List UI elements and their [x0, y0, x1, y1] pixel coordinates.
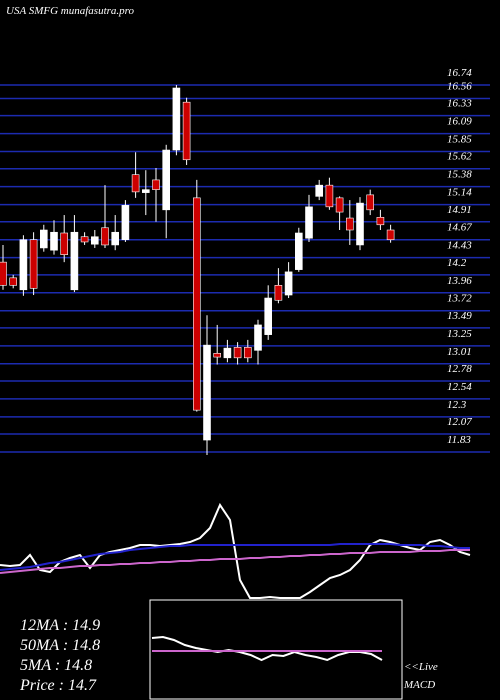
macd-label: <<Live [404, 661, 438, 673]
y-tick-label: 14.43 [447, 240, 472, 252]
candle-body [315, 184, 324, 197]
candle-body [9, 277, 17, 286]
candle-body [172, 87, 181, 151]
candle-body [264, 297, 273, 335]
indicator-line [0, 502, 471, 599]
candle-body [366, 194, 375, 211]
candle-body [305, 206, 313, 239]
y-tick-label: 16.09 [447, 116, 472, 128]
y-tick-label: 13.96 [447, 275, 472, 287]
candle-body [294, 232, 303, 270]
candle-body [80, 236, 89, 243]
candle-body [203, 344, 211, 441]
macd-line [151, 635, 383, 662]
macd-title: MACD [403, 679, 435, 691]
candle-body [121, 205, 130, 241]
y-tick-label: 13.01 [447, 346, 472, 358]
candle-body [19, 239, 28, 291]
candle-body [244, 347, 252, 359]
candle-body [0, 261, 7, 286]
candle-body [152, 179, 160, 190]
stat-label: Price : 14.7 [19, 677, 97, 694]
y-tick-label: 14.67 [447, 222, 472, 234]
y-tick-label: 14.91 [447, 204, 472, 216]
y-tick-label: 16.74 [447, 67, 472, 79]
candle-body [345, 217, 354, 231]
candle-body [335, 197, 344, 213]
candle-body [284, 271, 293, 296]
indicator-line [0, 549, 470, 574]
candle-body [39, 229, 48, 249]
candle-body [50, 231, 58, 251]
y-tick-label: 13.72 [447, 293, 472, 305]
indicator-line [0, 543, 470, 571]
candle-body [325, 184, 334, 208]
candle-body [213, 353, 221, 358]
candle-body [91, 236, 99, 245]
candle-body [274, 285, 283, 301]
candle-body [386, 229, 395, 241]
y-tick-label: 15.62 [447, 151, 472, 163]
y-tick-label: 16.33 [447, 98, 472, 110]
candle-body [254, 324, 262, 351]
candle-body [60, 232, 69, 255]
y-tick-label: 11.83 [447, 434, 471, 446]
y-tick-label: 12.54 [447, 381, 472, 393]
candle-body [142, 189, 150, 193]
candle-body [162, 149, 170, 211]
candle-body [233, 347, 242, 359]
candle-body [182, 101, 191, 161]
y-tick-label: 12.07 [447, 416, 472, 428]
y-tick-label: 13.25 [447, 328, 472, 340]
candle-body [356, 202, 364, 246]
macd-box [149, 599, 403, 700]
stat-label: 50MA : 14.8 [20, 637, 100, 654]
y-tick-label: 15.14 [447, 187, 472, 199]
candle-body [376, 216, 385, 226]
candle-body [131, 174, 140, 193]
y-tick-label: 15.85 [447, 134, 472, 146]
chart-title: USA SMFG munafasutra.pro [6, 5, 135, 17]
stat-label: 12MA : 14.9 [20, 617, 100, 634]
y-tick-label: 12.3 [447, 399, 467, 411]
y-tick-label: 13.49 [447, 310, 472, 322]
y-tick-label: 16.56 [447, 80, 472, 92]
candle-body [193, 197, 201, 411]
y-tick-label: 12.78 [447, 363, 472, 375]
stat-label: 5MA : 14.8 [20, 657, 92, 674]
y-tick-label: 15.38 [447, 169, 472, 181]
y-tick-label: 14.2 [447, 257, 467, 269]
candle-body [29, 239, 38, 289]
candle-body [70, 231, 79, 291]
candle-body [111, 231, 119, 246]
candle-body [101, 227, 109, 246]
candle-body [223, 347, 232, 359]
